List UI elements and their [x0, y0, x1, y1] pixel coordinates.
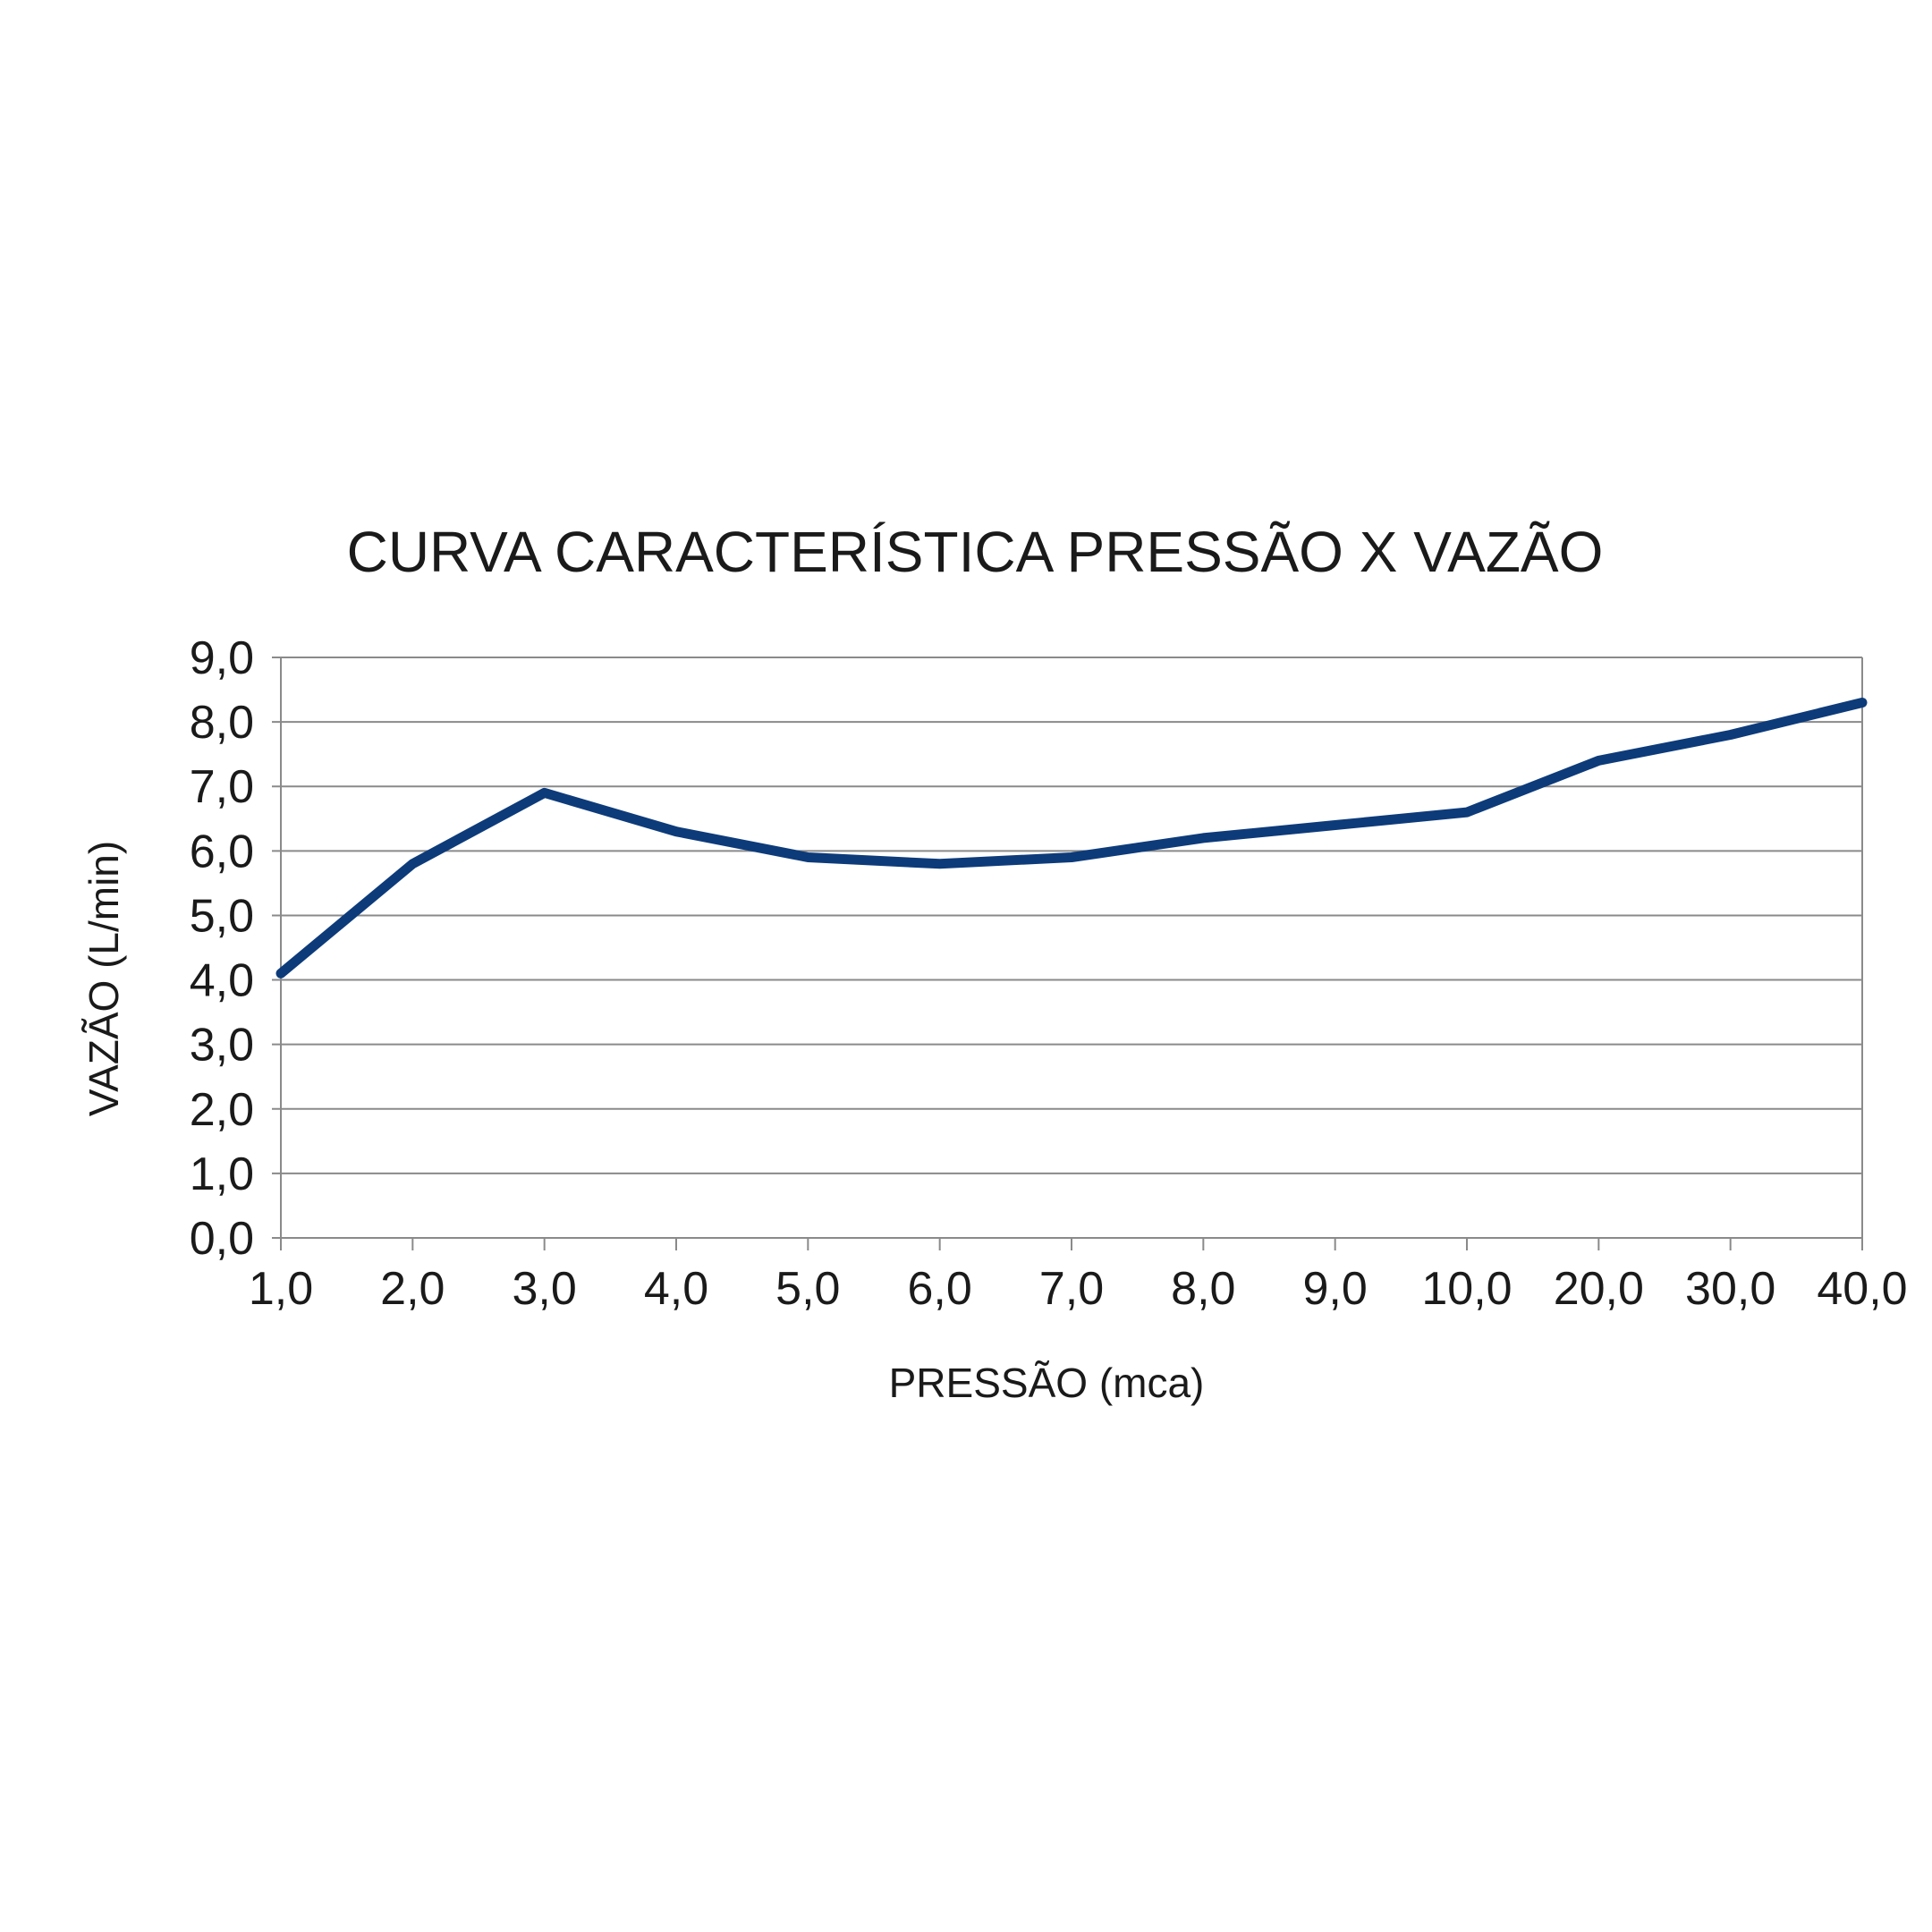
x-tick-label: 9,0: [1303, 1263, 1368, 1315]
y-tick-label: 4,0: [190, 955, 254, 1007]
x-tick-label: 20,0: [1554, 1263, 1644, 1315]
x-tick-label: 2,0: [380, 1263, 445, 1315]
gridlines: [272, 657, 1862, 1239]
y-axis-label: VAZÃO (L/min): [80, 841, 127, 1116]
y-tick-label: 7,0: [190, 761, 254, 813]
x-axis-label: PRESSÃO (mca): [889, 1360, 1205, 1406]
y-tick-label: 0,0: [190, 1213, 254, 1265]
series-lines: [275, 698, 1868, 979]
x-tick-label: 5,0: [775, 1263, 840, 1315]
x-tick-label: 7,0: [1039, 1263, 1104, 1315]
x-tick-label: 40,0: [1817, 1263, 1907, 1315]
y-tick-label: 3,0: [190, 1020, 254, 1072]
chart-title: CURVA CARACTERÍSTICA PRESSÃO X VAZÃO: [347, 520, 1604, 584]
x-tick-label: 3,0: [513, 1263, 577, 1315]
x-tick-label: 10,0: [1421, 1263, 1512, 1315]
x-tick-label: 30,0: [1685, 1263, 1775, 1315]
y-tick-label: 8,0: [190, 697, 254, 749]
axes: [280, 657, 1863, 1250]
x-tick-label: 4,0: [644, 1263, 708, 1315]
y-tick-label: 9,0: [190, 632, 254, 684]
x-tick-label: 8,0: [1171, 1263, 1235, 1315]
y-tick-labels: 0,0 1,0 2,0 3,0 4,0 5,0 6,0 7,0 8,0 9,0: [190, 632, 254, 1265]
series-line: [275, 698, 1868, 979]
x-tick-labels: 1,0 2,0 3,0 4,0 5,0 6,0 7,0 8,0 9,0 10,0 20,0 30,0 4…: [249, 1263, 1908, 1315]
x-tick-label: 6,0: [908, 1263, 972, 1315]
y-tick-label: 1,0: [190, 1148, 254, 1200]
y-tick-label: 6,0: [190, 826, 254, 877]
x-tick-label: 1,0: [249, 1263, 313, 1315]
y-tick-label: 2,0: [190, 1084, 254, 1136]
y-tick-label: 5,0: [190, 890, 254, 942]
